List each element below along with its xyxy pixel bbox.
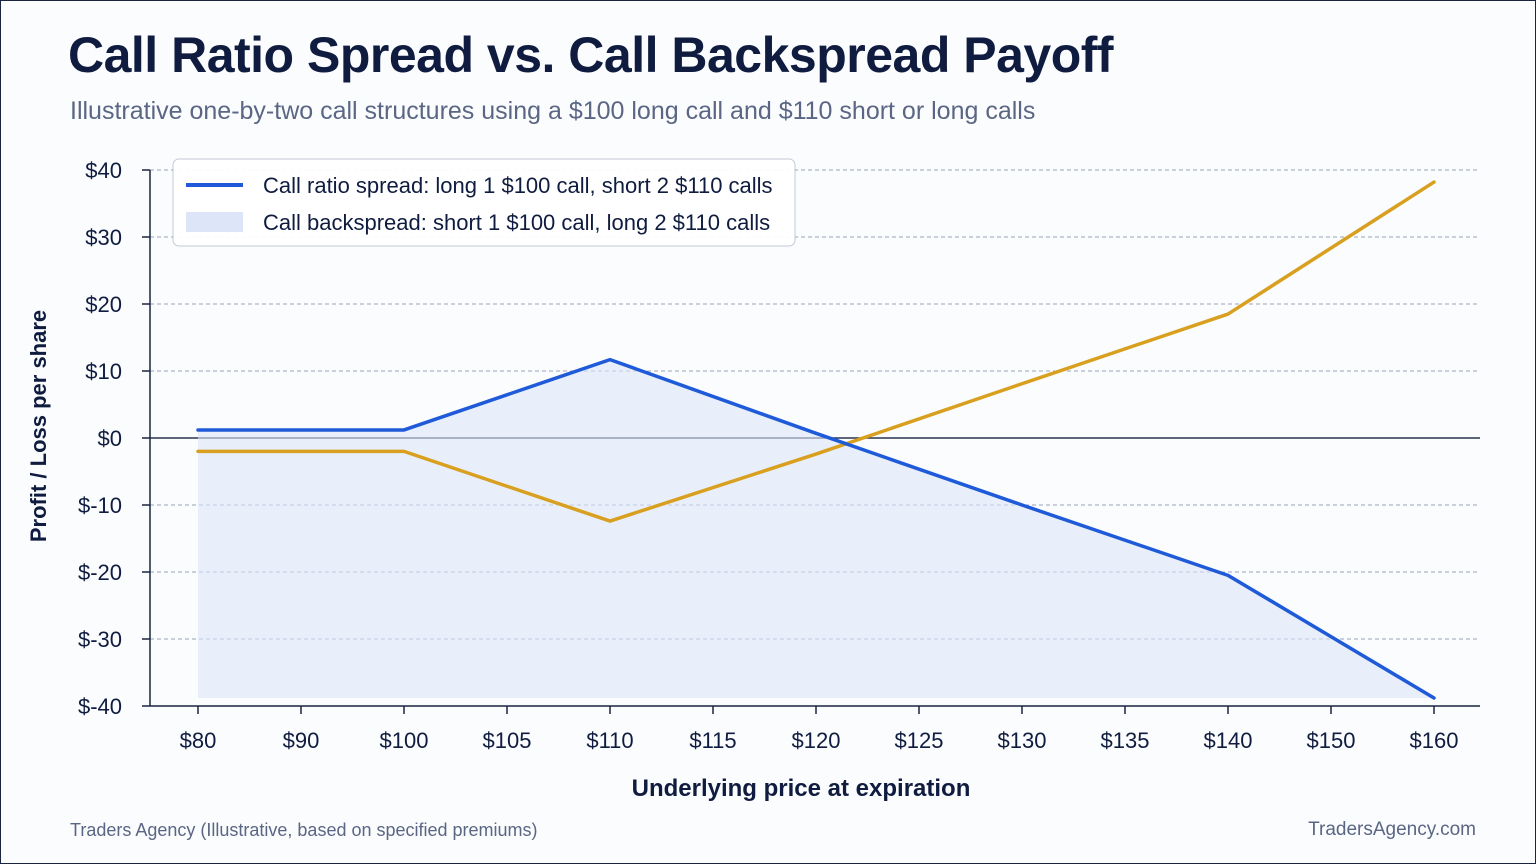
x-tick-label: $160 — [1410, 728, 1459, 753]
y-axis-title: Profit / Loss per share — [26, 310, 51, 542]
site-url: TradersAgency.com — [1308, 819, 1476, 840]
x-tick-label: $100 — [380, 728, 429, 753]
y-tick-label: $30 — [85, 225, 122, 250]
x-tick-label: $140 — [1204, 728, 1253, 753]
y-tick-label: $-10 — [78, 493, 122, 518]
y-tick-label: $20 — [85, 292, 122, 317]
x-tick-label: $150 — [1307, 728, 1356, 753]
x-tick-label: $135 — [1101, 728, 1150, 753]
chart-subtitle: Illustrative one-by-two call structures … — [70, 97, 1036, 125]
gold-payoff-line — [196, 180, 1436, 523]
y-tick-label: $-40 — [78, 694, 122, 719]
ratio-spread-line — [196, 357, 1436, 700]
y-tick-label: $0 — [98, 426, 122, 451]
y-tick-label: $-30 — [78, 627, 122, 652]
backspread-area — [198, 359, 1434, 698]
x-tick-label: $110 — [586, 728, 633, 753]
y-tick-label: $40 — [85, 158, 122, 183]
chart-title: Call Ratio Spread vs. Call Backspread Pa… — [68, 27, 1114, 83]
legend-label-ratio: Call ratio spread: long 1 $100 call, sho… — [263, 173, 773, 198]
legend-swatch-backspread — [186, 212, 243, 232]
y-tick-label: $-20 — [78, 560, 122, 585]
source-note: Traders Agency (Illustrative, based on s… — [70, 820, 538, 840]
x-tick-label: $105 — [483, 728, 532, 753]
x-axis-title: Underlying price at expiration — [632, 775, 971, 802]
legend-box — [172, 158, 796, 247]
y-tick-label: $10 — [85, 359, 122, 384]
x-tick-label: $130 — [998, 728, 1047, 753]
x-tick-label: $115 — [689, 728, 736, 753]
x-tick-label: $125 — [895, 728, 944, 753]
x-tick-label: $120 — [792, 728, 841, 753]
x-tick-label: $80 — [180, 728, 217, 753]
x-tick-label: $90 — [283, 728, 320, 753]
legend-label-backspread: Call backspread: short 1 $100 call, long… — [263, 210, 770, 235]
